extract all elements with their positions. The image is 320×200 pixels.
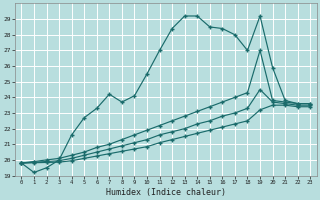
X-axis label: Humidex (Indice chaleur): Humidex (Indice chaleur) [106, 188, 226, 197]
